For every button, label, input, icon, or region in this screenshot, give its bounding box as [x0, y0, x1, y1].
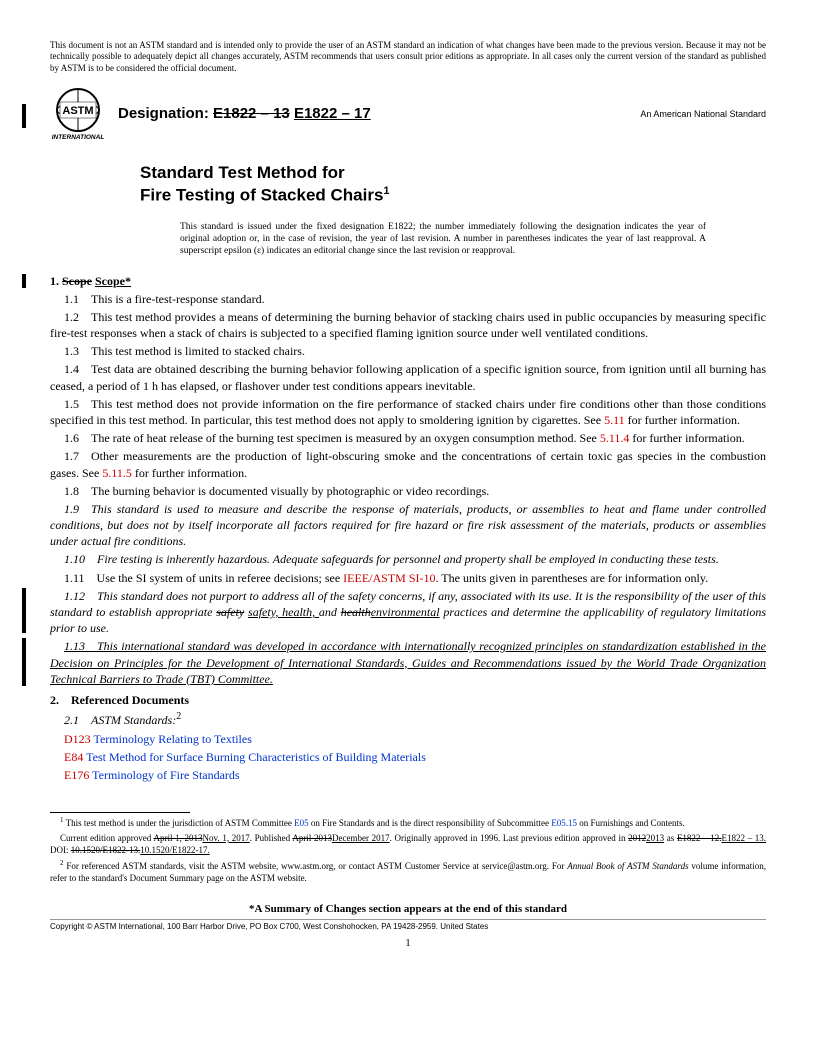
para-2-1: 2.1 ASTM Standards:2 — [50, 710, 766, 728]
page-number: 1 — [50, 937, 766, 949]
copyright: Copyright © ASTM International, 100 Barr… — [50, 919, 766, 931]
footnote-1: 1 This test method is under the jurisdic… — [50, 816, 766, 830]
ref-e176-title[interactable]: Terminology of Fire Standards — [89, 768, 239, 782]
para-1-6: 1.6 The rate of heat release of the burn… — [50, 430, 766, 446]
designation-new: E1822 – 17 — [294, 105, 371, 122]
disclaimer-text: This document is not an ASTM standard an… — [50, 40, 766, 74]
ref-d123-title[interactable]: Terminology Relating to Textiles — [91, 732, 252, 746]
ref-5-11-4[interactable]: 5.11.4 — [600, 431, 630, 445]
title-block: Standard Test Method for Fire Testing of… — [140, 162, 706, 258]
document-title: Standard Test Method for Fire Testing of… — [140, 162, 706, 207]
national-standard-label: An American National Standard — [640, 109, 766, 119]
svg-text:ASTM: ASTM — [62, 105, 93, 117]
ref-5-11[interactable]: 5.11 — [604, 413, 625, 427]
change-bar — [22, 274, 26, 288]
svg-text:INTERNATIONAL: INTERNATIONAL — [52, 134, 105, 141]
para-1-5: 1.5 This test method does not provide in… — [50, 396, 766, 428]
fn-link-e05-15[interactable]: E05.15 — [551, 818, 577, 828]
section-2-head: 2. Referenced Documents — [50, 693, 766, 708]
footnote-1b: Current edition approved April 1, 2013No… — [50, 833, 766, 856]
para-1-10: 1.10 Fire testing is inherently hazardou… — [50, 551, 766, 567]
ref-d123[interactable]: D123 — [64, 732, 91, 746]
footnote-rule — [50, 812, 190, 813]
change-bar — [22, 104, 26, 128]
para-1-3: 1.3 This test method is limited to stack… — [50, 343, 766, 359]
fn-link-e05[interactable]: E05 — [294, 818, 309, 828]
para-1-11: 1.11 Use the SI system of units in refer… — [50, 570, 766, 586]
designation-old: E1822 – 13 — [213, 105, 290, 122]
para-1-7: 1.7 Other measurements are the productio… — [50, 448, 766, 480]
para-1-8: 1.8 The burning behavior is documented v… — [50, 483, 766, 499]
ref-e84-title[interactable]: Test Method for Surface Burning Characte… — [83, 750, 426, 764]
ref-list: D123 Terminology Relating to Textiles E8… — [64, 730, 766, 784]
para-1-12: 1.12 This standard does not purport to a… — [50, 588, 766, 637]
para-1-13: 1.13 This international standard was dev… — [50, 638, 766, 687]
para-1-4: 1.4 Test data are obtained describing th… — [50, 361, 766, 393]
para-1-9: 1.9 This standard is used to measure and… — [50, 501, 766, 550]
astm-logo: ASTM INTERNATIONAL — [50, 86, 106, 142]
ref-e176[interactable]: E176 — [64, 768, 89, 782]
footnote-2: 2 For referenced ASTM standards, visit t… — [50, 859, 766, 884]
summary-of-changes: *A Summary of Changes section appears at… — [50, 903, 766, 915]
section-1-head: 1. Scope Scope* — [50, 274, 766, 289]
ref-5-11-5[interactable]: 5.11.5 — [102, 466, 132, 480]
header-row: ASTM INTERNATIONAL Designation: E1822 – … — [50, 86, 766, 142]
ref-si10[interactable]: IEEE/ASTM SI-10 — [343, 571, 435, 585]
designation: Designation: E1822 – 13 E1822 – 17 — [118, 105, 371, 122]
para-1-1: 1.1 This is a fire-test-response standar… — [50, 291, 766, 307]
para-1-2: 1.2 This test method provides a means of… — [50, 309, 766, 341]
issuance-note: This standard is issued under the fixed … — [180, 221, 706, 258]
change-bar — [22, 588, 26, 633]
ref-e84[interactable]: E84 — [64, 750, 83, 764]
change-bar — [22, 638, 26, 686]
